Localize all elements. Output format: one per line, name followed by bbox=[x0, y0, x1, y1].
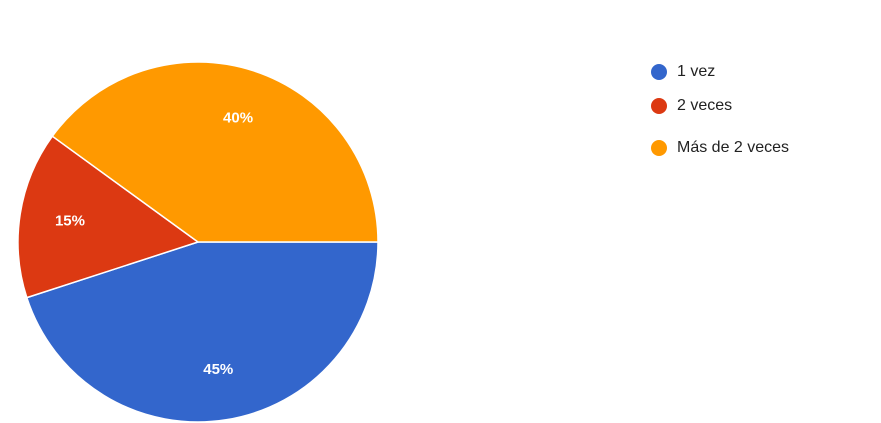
legend-label: 1 vez bbox=[677, 63, 715, 80]
legend-swatch bbox=[651, 140, 667, 156]
pie-slice bbox=[51, 61, 379, 243]
slice-label: 40% bbox=[223, 110, 253, 127]
pie-slice bbox=[17, 135, 200, 299]
legend-label: 2 veces bbox=[677, 97, 732, 114]
legend-label: Más de 2 veces bbox=[677, 139, 789, 156]
legend-swatch bbox=[651, 64, 667, 80]
slice-label: 15% bbox=[55, 213, 85, 230]
legend-swatch bbox=[651, 98, 667, 114]
pie-slice bbox=[25, 241, 379, 423]
slice-label: 45% bbox=[203, 361, 233, 378]
